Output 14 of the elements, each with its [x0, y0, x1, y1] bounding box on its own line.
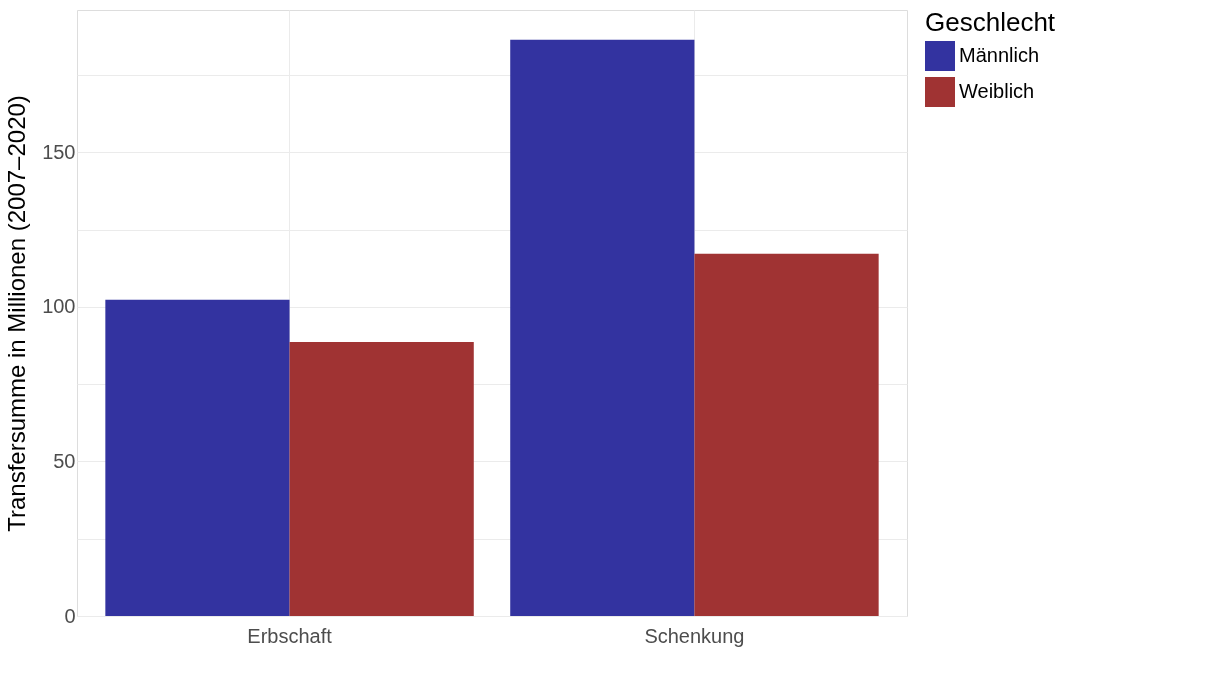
bar [105, 299, 290, 616]
y-tick-label: 50 [53, 449, 76, 472]
x-tick-label: Schenkung [644, 624, 745, 647]
legend-title: Geschlecht [925, 7, 1056, 37]
legend-label: Weiblich [959, 80, 1035, 102]
y-tick-label: 150 [42, 140, 76, 163]
y-tick-label: 100 [42, 295, 76, 318]
bar [510, 39, 695, 616]
legend-label: Männlich [959, 44, 1040, 66]
bar [289, 342, 474, 616]
y-tick-label: 0 [64, 604, 76, 627]
x-tick-label: Erbschaft [247, 624, 333, 647]
y-axis-title: Transfersumme in Millionen (2007–2020) [3, 95, 31, 532]
bar [694, 253, 879, 616]
